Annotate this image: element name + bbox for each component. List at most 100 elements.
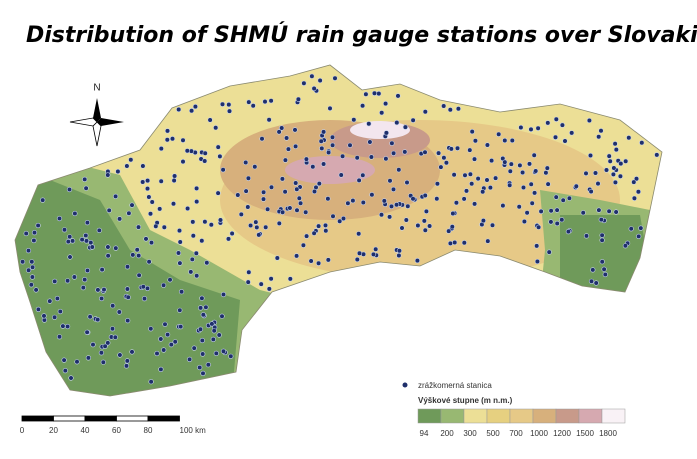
- station-dot: [112, 334, 118, 340]
- station-dot: [80, 285, 86, 291]
- legend: zrážkomerná stanica Výškové stupne (m n.…: [402, 381, 626, 438]
- station-dot: [116, 216, 123, 222]
- station-dot: [35, 306, 42, 313]
- station-dot: [447, 240, 454, 246]
- station-dot: [220, 167, 226, 173]
- station-dot: [622, 243, 629, 249]
- station-dot: [26, 267, 32, 273]
- station-dot: [148, 379, 154, 385]
- station-dot: [402, 124, 409, 130]
- station-dot: [95, 317, 101, 323]
- station-dot: [279, 176, 286, 182]
- scale-label: 100 km: [180, 426, 207, 435]
- station-dot: [583, 233, 590, 239]
- station-dot: [294, 253, 300, 259]
- station-dot: [318, 138, 324, 144]
- station-dot: [219, 313, 225, 319]
- station-dot: [198, 305, 204, 311]
- station-dot: [194, 199, 200, 205]
- station-dot: [89, 244, 95, 250]
- station-dot: [176, 228, 183, 234]
- station-dot: [199, 337, 205, 344]
- station-dot: [90, 342, 96, 348]
- station-dot: [356, 177, 362, 183]
- station-dot: [172, 173, 178, 179]
- station-dot: [371, 90, 378, 96]
- station-dot: [351, 117, 357, 123]
- station-dot: [383, 130, 390, 136]
- station-dot: [194, 185, 200, 191]
- station-dot: [31, 230, 38, 236]
- station-dot: [544, 165, 550, 171]
- station-dot: [508, 161, 514, 167]
- elevation-swatch: [417, 408, 442, 424]
- station-dot: [422, 109, 428, 115]
- north-label: N: [93, 83, 100, 94]
- station-dot: [452, 239, 458, 246]
- station-dot: [178, 324, 184, 330]
- station-dot: [528, 181, 534, 187]
- station-dot: [613, 209, 619, 215]
- scale-label: 0: [20, 426, 25, 435]
- station-dot: [455, 106, 462, 112]
- elevation-label: 300: [463, 429, 477, 438]
- station-dot: [205, 362, 211, 368]
- station-dot: [438, 164, 444, 170]
- station-dot: [246, 269, 252, 275]
- station-dot: [146, 194, 152, 200]
- station-dot: [211, 328, 217, 334]
- station-dot: [562, 138, 568, 144]
- station-dot: [25, 248, 32, 254]
- station-dot: [284, 135, 290, 141]
- station-dot: [606, 153, 612, 159]
- station-dot: [82, 176, 88, 182]
- station-dot: [451, 172, 457, 178]
- station-dot: [187, 356, 193, 363]
- station-dot: [246, 99, 252, 105]
- station-dot: [200, 370, 206, 377]
- station-dot: [548, 219, 554, 225]
- station-dot: [202, 150, 208, 156]
- station-dot: [105, 253, 111, 259]
- station-dot: [588, 188, 594, 195]
- station-dot: [631, 195, 638, 201]
- station-dot: [20, 259, 26, 265]
- station-dot: [110, 303, 116, 309]
- station-dot: [487, 185, 494, 191]
- station-dot: [126, 210, 132, 216]
- station-dot: [554, 207, 560, 213]
- station-dot: [185, 205, 191, 212]
- station-dot: [480, 189, 486, 195]
- station-dot: [554, 220, 560, 227]
- station-dot: [158, 146, 164, 152]
- station-dot: [531, 190, 538, 196]
- station-dot: [102, 343, 108, 349]
- station-dot: [323, 228, 329, 234]
- station-dot: [599, 259, 605, 265]
- title: Distribution of SHMÚ rain gauge stations…: [26, 22, 697, 48]
- station-dot: [293, 143, 299, 149]
- elevation-swatch: [440, 408, 465, 424]
- station-dot: [145, 178, 151, 184]
- station-dot: [292, 127, 298, 133]
- station-dot: [543, 170, 549, 176]
- station-dot: [245, 279, 251, 285]
- station-dot: [631, 179, 637, 185]
- station-dot: [367, 139, 373, 145]
- station-dot: [106, 207, 112, 213]
- station-dot: [101, 287, 107, 293]
- station-dot: [140, 163, 146, 169]
- station-dot: [590, 267, 596, 273]
- station-dot: [112, 193, 119, 199]
- station-dot: [316, 260, 322, 266]
- station-dot: [177, 260, 183, 266]
- station-dot: [463, 188, 470, 194]
- station-dot: [99, 267, 105, 273]
- station-dot: [316, 223, 322, 229]
- station-dot: [148, 326, 154, 332]
- station-dot: [268, 276, 274, 282]
- station-dot: [217, 217, 224, 223]
- station-dot: [189, 256, 195, 263]
- station-dot: [421, 218, 427, 224]
- station-dot: [607, 158, 613, 164]
